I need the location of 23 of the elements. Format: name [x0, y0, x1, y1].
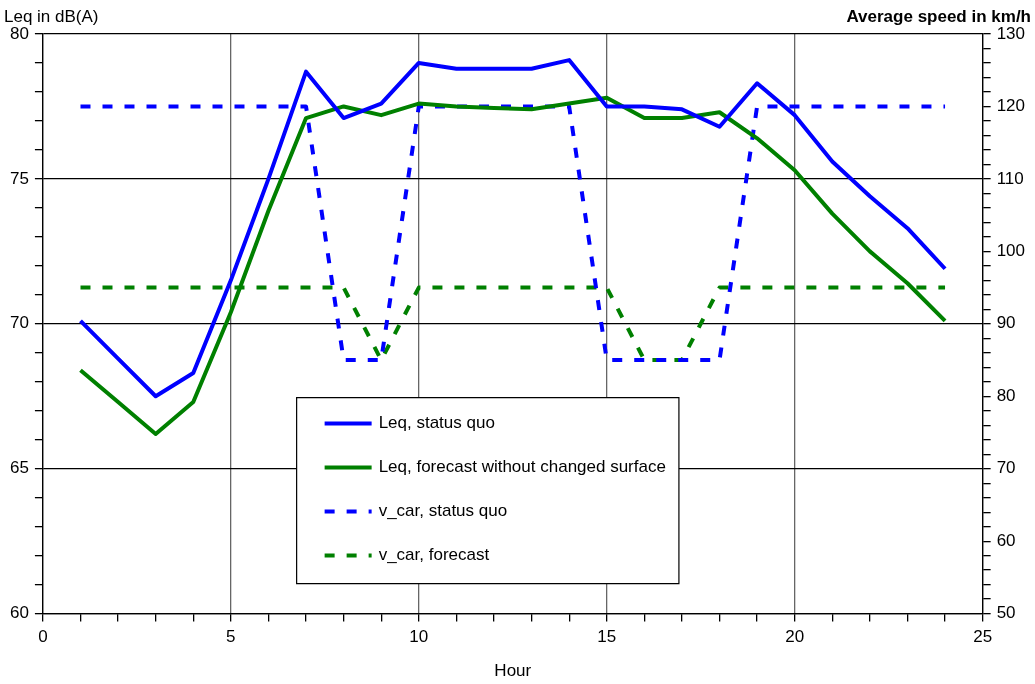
x-tick-label: 20: [785, 627, 805, 647]
y-tick-label: 70: [9, 313, 29, 333]
x-tick-label: 10: [409, 627, 429, 647]
y2-tick-label: 50: [996, 603, 1016, 623]
y-tick-label: 65: [9, 458, 29, 478]
y-tick-label: 60: [9, 603, 29, 623]
x-tick-label: 15: [597, 627, 617, 647]
legend-label: v_car, forecast: [378, 545, 490, 565]
y2-tick-label: 80: [996, 385, 1016, 405]
x-tick-label: 0: [38, 627, 48, 647]
y2-tick-label: 110: [996, 168, 1024, 188]
x-tick-label: 5: [226, 627, 236, 647]
y-tick-label: 75: [9, 168, 29, 188]
y2-tick-label: 100: [996, 241, 1026, 261]
y2-tick-label: 70: [996, 458, 1016, 478]
x-tick-label: 25: [973, 627, 993, 647]
y2-tick-label: 90: [996, 313, 1016, 333]
y2-tick-label: 120: [996, 96, 1026, 116]
y2-tick-label: 60: [996, 530, 1016, 550]
x-axis-title: Hour: [494, 661, 532, 681]
legend-label: v_car, status quo: [378, 501, 508, 521]
legend-label: Leq, status quo: [378, 413, 495, 433]
legend-label: Leq, forecast without changed surface: [378, 457, 666, 477]
